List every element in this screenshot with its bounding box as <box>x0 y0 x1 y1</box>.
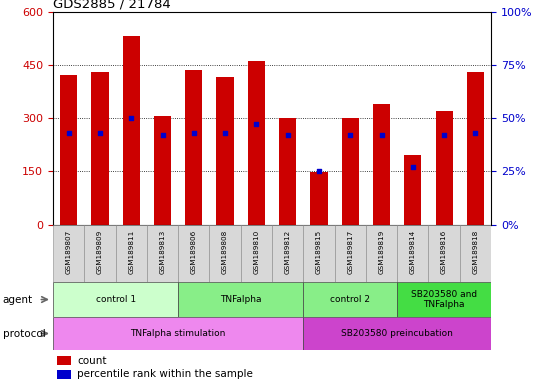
Text: GSM189818: GSM189818 <box>473 230 478 275</box>
Bar <box>116 225 147 282</box>
Point <box>158 132 167 138</box>
Bar <box>341 118 359 225</box>
Text: protocol: protocol <box>3 328 46 339</box>
Bar <box>53 282 178 317</box>
Bar <box>240 225 272 282</box>
Point <box>127 115 136 121</box>
Bar <box>185 70 203 225</box>
Bar <box>404 156 421 225</box>
Point <box>283 132 292 138</box>
Point <box>408 164 417 170</box>
Text: GSM189811: GSM189811 <box>128 230 134 275</box>
Bar <box>304 225 335 282</box>
Bar <box>460 225 491 282</box>
Bar <box>178 282 304 317</box>
Point <box>189 130 198 136</box>
Text: count: count <box>77 356 107 366</box>
Point <box>315 168 324 174</box>
Bar <box>304 282 397 317</box>
Text: GSM189812: GSM189812 <box>285 230 291 275</box>
Bar <box>147 225 178 282</box>
Text: GSM189815: GSM189815 <box>316 230 322 275</box>
Text: GSM189813: GSM189813 <box>160 230 166 275</box>
Text: SB203580 preincubation: SB203580 preincubation <box>341 329 453 338</box>
Bar <box>53 225 84 282</box>
Point <box>95 130 104 136</box>
Point <box>64 130 73 136</box>
Bar <box>217 77 234 225</box>
Point <box>346 132 355 138</box>
Text: control 1: control 1 <box>95 295 136 304</box>
Text: TNFalpha: TNFalpha <box>220 295 262 304</box>
Bar <box>373 104 390 225</box>
Text: GSM189816: GSM189816 <box>441 230 447 275</box>
Bar <box>304 317 491 350</box>
Point <box>220 130 229 136</box>
Bar <box>397 282 491 317</box>
Point <box>440 132 449 138</box>
Bar <box>310 172 328 225</box>
Bar <box>57 356 70 365</box>
Text: agent: agent <box>3 295 33 305</box>
Bar <box>397 225 429 282</box>
Bar <box>272 225 304 282</box>
Text: GSM189806: GSM189806 <box>191 230 197 275</box>
Text: control 2: control 2 <box>330 295 371 304</box>
Text: GSM189809: GSM189809 <box>97 230 103 275</box>
Bar <box>366 225 397 282</box>
Text: GDS2885 / 21784: GDS2885 / 21784 <box>53 0 171 10</box>
Bar <box>53 317 304 350</box>
Text: GSM189817: GSM189817 <box>347 230 353 275</box>
Bar <box>123 36 140 225</box>
Bar <box>154 116 171 225</box>
Point <box>377 132 386 138</box>
Bar <box>209 225 240 282</box>
Bar <box>178 225 209 282</box>
Bar <box>279 118 296 225</box>
Bar <box>429 225 460 282</box>
Bar <box>467 72 484 225</box>
Bar <box>60 76 77 225</box>
Bar <box>248 61 265 225</box>
Text: GSM189819: GSM189819 <box>378 230 384 275</box>
Text: GSM189807: GSM189807 <box>66 230 71 275</box>
Text: TNFalpha stimulation: TNFalpha stimulation <box>131 329 226 338</box>
Text: SB203580 and
TNFalpha: SB203580 and TNFalpha <box>411 290 477 309</box>
Bar <box>57 370 70 379</box>
Bar <box>335 225 366 282</box>
Point <box>252 121 261 127</box>
Bar <box>84 225 116 282</box>
Text: GSM189810: GSM189810 <box>253 230 259 275</box>
Bar <box>92 72 109 225</box>
Text: GSM189808: GSM189808 <box>222 230 228 275</box>
Point <box>471 130 480 136</box>
Bar <box>435 111 453 225</box>
Text: GSM189814: GSM189814 <box>410 230 416 275</box>
Text: percentile rank within the sample: percentile rank within the sample <box>77 369 253 379</box>
